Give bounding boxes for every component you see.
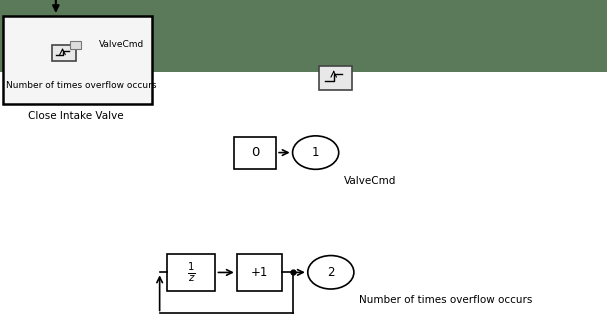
Text: ValveCmd: ValveCmd — [344, 176, 396, 186]
Text: Number of times overflow occurs: Number of times overflow occurs — [359, 295, 532, 305]
Bar — [70, 41, 81, 49]
Bar — [0, 72, 607, 336]
Text: +1: +1 — [251, 266, 268, 279]
Bar — [52, 45, 76, 61]
Text: Close Intake Valve: Close Intake Valve — [28, 111, 124, 121]
Text: $\frac{1}{z}$: $\frac{1}{z}$ — [187, 261, 195, 284]
Bar — [3, 16, 152, 104]
Bar — [237, 254, 282, 291]
Bar — [167, 254, 215, 291]
Bar — [234, 136, 276, 169]
Bar — [319, 66, 352, 90]
Text: Number of times overflow occurs: Number of times overflow occurs — [6, 81, 157, 89]
Ellipse shape — [293, 136, 339, 169]
Text: 2: 2 — [327, 266, 334, 279]
Text: 0: 0 — [251, 146, 259, 159]
Text: ValveCmd: ValveCmd — [99, 40, 144, 49]
Ellipse shape — [308, 256, 354, 289]
Text: 1: 1 — [312, 146, 319, 159]
